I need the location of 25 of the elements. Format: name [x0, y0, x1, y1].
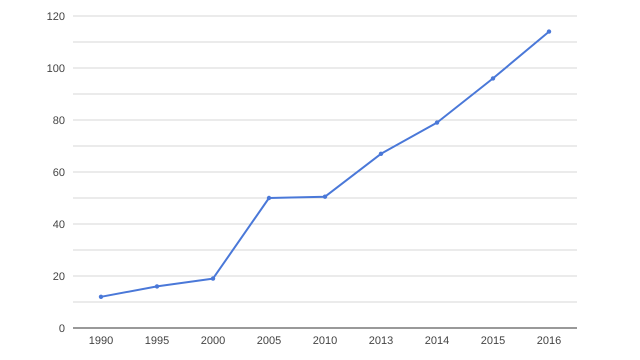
point	[210, 276, 216, 281]
point	[98, 294, 104, 299]
y-tick-label: 120	[46, 10, 65, 23]
point	[378, 152, 384, 156]
x-tick-label: 2005	[256, 334, 282, 347]
y-tick-label: 20	[52, 270, 65, 283]
y-tick-label: 40	[52, 218, 65, 231]
point	[546, 29, 552, 34]
x-tick-label: 2000	[200, 334, 226, 347]
point	[434, 120, 440, 125]
y-tick-label: 80	[52, 114, 65, 127]
y-tick-label: 0	[58, 322, 65, 335]
x-tick-label: 2013	[368, 334, 394, 347]
x-tick-label: 1995	[144, 334, 170, 347]
point	[266, 196, 272, 200]
point	[154, 284, 160, 289]
x-tick-label: 2016	[536, 334, 562, 347]
x-tick-label: 1990	[88, 334, 114, 347]
x-tick-label: 2010	[312, 334, 338, 347]
x-tick-label: 2014	[424, 334, 450, 347]
y-tick-label: 60	[52, 166, 65, 179]
y-tick-label: 100	[46, 62, 65, 75]
point	[322, 194, 328, 199]
point	[490, 76, 496, 81]
x-tick-label: 2015	[480, 334, 506, 347]
